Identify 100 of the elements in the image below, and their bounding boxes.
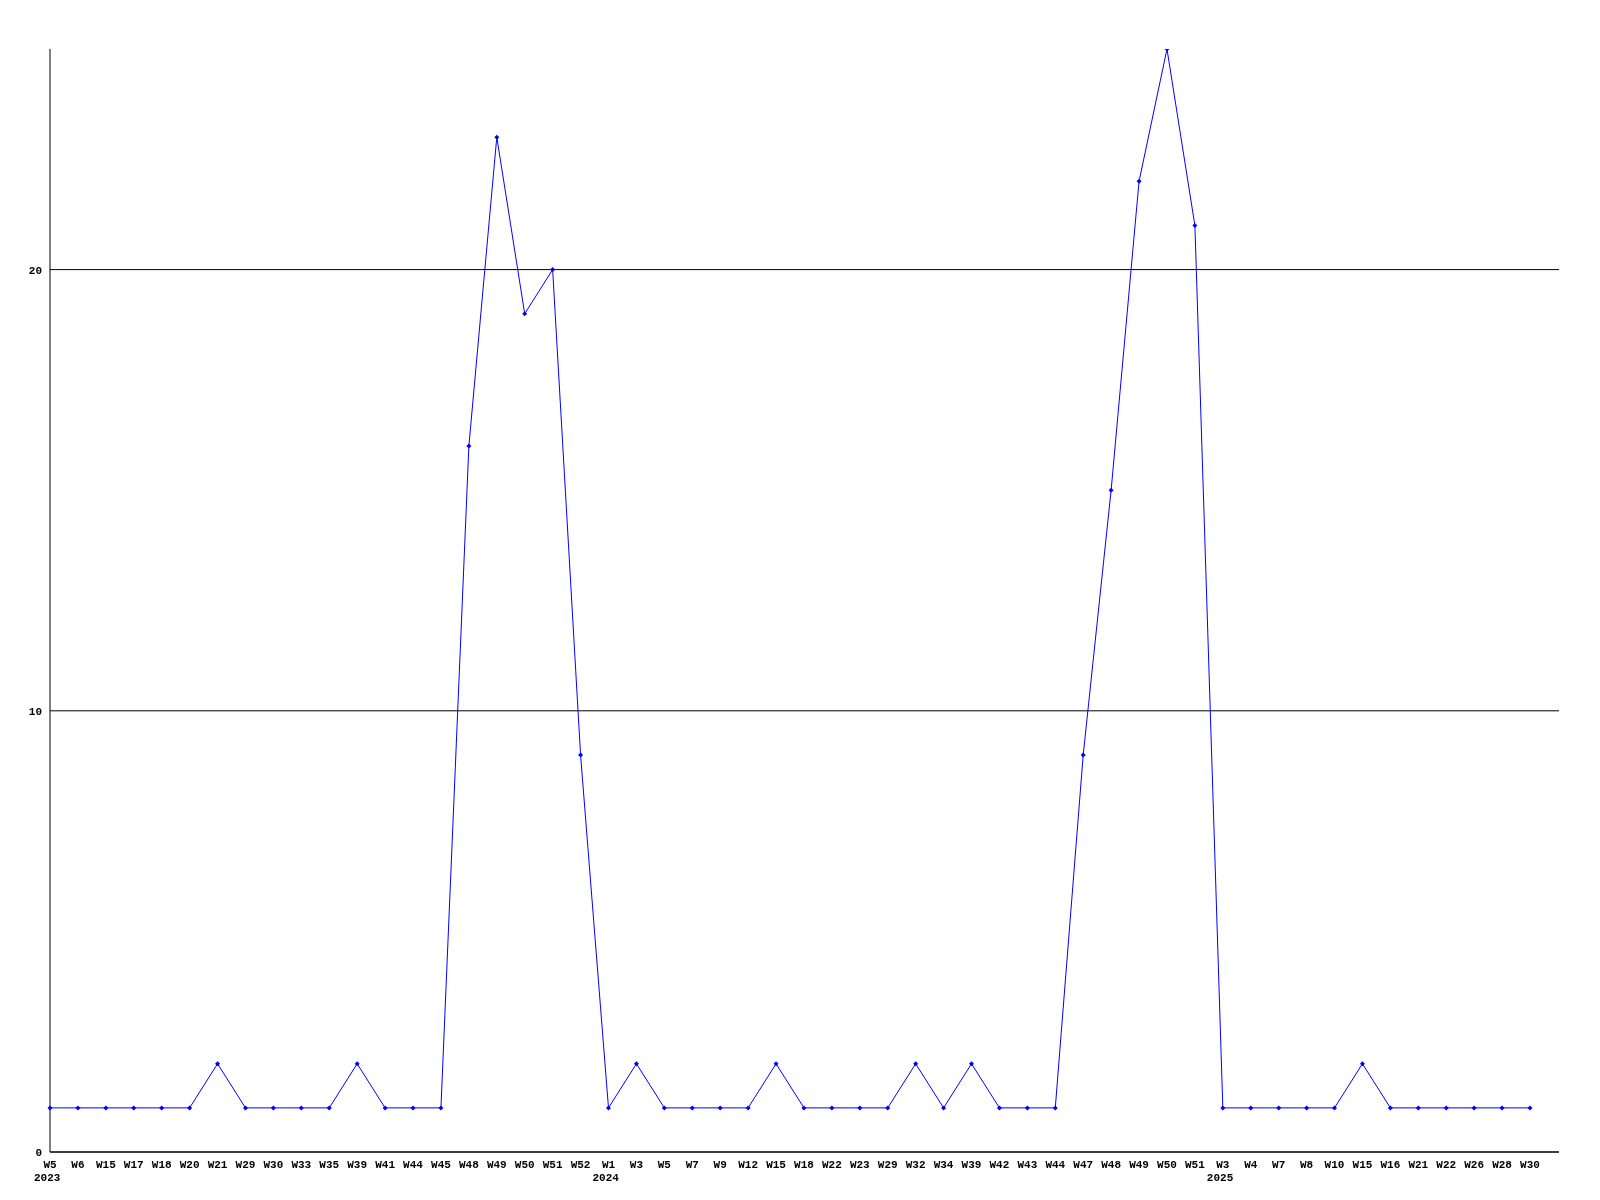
point [159, 1105, 165, 1111]
x-tick-label: W3 2025 [1206, 1159, 1234, 1184]
point [270, 1105, 276, 1111]
point [633, 1061, 639, 1067]
x-tick-label: W4 [1244, 1159, 1258, 1171]
x-tick-label: W23 [849, 1159, 871, 1171]
x-tick-label: W29 [235, 1159, 256, 1171]
x-tick-label: W41 [375, 1159, 396, 1171]
x-tick-label: W43 [1017, 1159, 1038, 1171]
point [494, 134, 500, 140]
point [941, 1105, 947, 1111]
x-tick-label: W15 [95, 1159, 117, 1171]
point [801, 1105, 807, 1111]
point [410, 1105, 416, 1111]
x-tick-label: W5 2023 [34, 1159, 61, 1184]
point [661, 1105, 667, 1111]
x-tick-label: W51 [1185, 1159, 1206, 1171]
point [1192, 222, 1198, 228]
x-tick-label: W47 [1073, 1159, 1094, 1171]
x-tick-label: W1 2024 [592, 1159, 620, 1184]
point [745, 1105, 751, 1111]
x-tick-label: W49 [486, 1159, 507, 1171]
x-tick-label: W16 [1380, 1159, 1401, 1171]
x-tick-label: W35 [319, 1159, 340, 1171]
x-tick-label: W15 [1352, 1159, 1373, 1171]
x-tick-label: W21 [1408, 1159, 1429, 1171]
x-tick-label: W32 [905, 1159, 926, 1171]
x-tick-label: W18 [151, 1159, 172, 1171]
x-tick-label: W12 [738, 1159, 759, 1171]
point [1080, 752, 1086, 758]
point [215, 1061, 221, 1067]
x-tick-label: W48 [458, 1159, 480, 1171]
point [913, 1061, 919, 1067]
point [996, 1105, 1002, 1111]
x-tick-label: W17 [123, 1159, 144, 1171]
point [1220, 1105, 1226, 1111]
point [326, 1105, 332, 1111]
x-tick-label: W48 [1101, 1159, 1122, 1171]
point [131, 1105, 137, 1111]
x-tick-label: W34 [933, 1159, 954, 1171]
point [1527, 1105, 1533, 1111]
x-tick-label: W33 [291, 1159, 312, 1171]
point [969, 1061, 975, 1067]
x-tick-label: W15 [766, 1159, 787, 1171]
y-tick-label: 20 [28, 264, 42, 277]
point [438, 1105, 444, 1111]
point [1332, 1105, 1338, 1111]
x-tick-label: W52 [570, 1159, 591, 1171]
point [885, 1105, 891, 1111]
x-tick-label: W30 [263, 1159, 284, 1171]
point [466, 443, 472, 449]
x-tick-label: W39 [347, 1159, 368, 1171]
x-tick-label: W7 [1272, 1159, 1286, 1171]
point [857, 1105, 863, 1111]
x-tick-label: W51 [542, 1159, 563, 1171]
x-tick-label: W44 [403, 1159, 424, 1171]
point [689, 1105, 695, 1111]
x-tick-label: W3 [629, 1159, 644, 1171]
point [522, 311, 528, 317]
x-tick-label: W6 [71, 1159, 85, 1171]
point [1248, 1105, 1254, 1111]
x-tick-label: W22 [1436, 1159, 1457, 1171]
point [829, 1105, 835, 1111]
point [605, 1105, 611, 1111]
point [103, 1105, 109, 1111]
x-tick-label: W18 [794, 1159, 815, 1171]
x-tick-label: W22 [821, 1159, 842, 1171]
x-tick-label: W30 [1520, 1159, 1540, 1171]
point [354, 1061, 360, 1067]
y-tick-label: 10 [28, 705, 42, 718]
y-tick-label: 0 [35, 1146, 42, 1159]
x-tick-label: W28 [1492, 1159, 1513, 1171]
x-tick-label: W9 [713, 1159, 727, 1171]
point [242, 1105, 248, 1111]
point [382, 1105, 388, 1111]
x-tick-label: W49 [1129, 1159, 1149, 1171]
x-tick-label: W45 [431, 1159, 452, 1171]
point [1052, 1105, 1058, 1111]
x-tick-label: W8 [1300, 1159, 1314, 1171]
point [1108, 487, 1114, 493]
point [773, 1061, 779, 1067]
x-tick-label: W7 [685, 1159, 699, 1171]
point [75, 1105, 81, 1111]
point [717, 1105, 723, 1111]
x-tick-label: W44 [1045, 1159, 1066, 1171]
x-tick-label: W26 [1464, 1159, 1485, 1171]
point [1024, 1105, 1030, 1111]
point [1276, 1105, 1282, 1111]
x-tick-label: W10 [1324, 1159, 1345, 1171]
x-tick-label: W50 [514, 1159, 535, 1171]
point [1471, 1105, 1477, 1111]
point [187, 1105, 193, 1111]
x-tick-label: W5 [657, 1159, 672, 1171]
x-tick-label: W21 [207, 1159, 228, 1171]
point [1415, 1105, 1421, 1111]
x-tick-label: W20 [179, 1159, 200, 1171]
point [1359, 1061, 1365, 1067]
point [1387, 1105, 1393, 1111]
point [578, 752, 584, 758]
point [1499, 1105, 1505, 1111]
